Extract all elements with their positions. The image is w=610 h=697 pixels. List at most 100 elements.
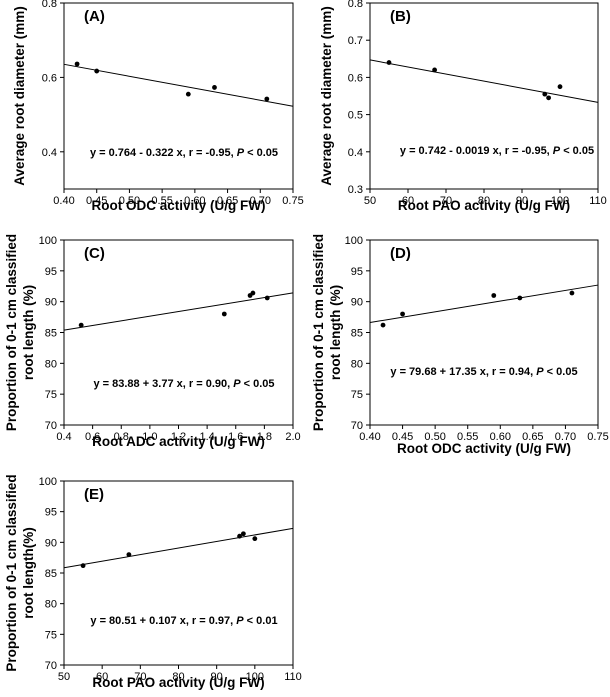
regression-line [369, 59, 599, 103]
equation-tail: < 0.05 [241, 378, 275, 390]
x-tick-label: 0.65 [217, 195, 238, 207]
x-tick-label: 1.8 [257, 431, 272, 443]
y-tick-label: 75 [45, 389, 57, 401]
regression-line [63, 63, 294, 107]
y-axis-label: Proportion of 0-1 cm classified root leng… [311, 234, 343, 431]
panel-label: (E) [84, 486, 104, 503]
x-axis-label: Root ODC activity (U/g FW) [397, 441, 571, 456]
y-axis-label-line: Proportion of 0-1 cm classified [311, 234, 326, 431]
x-tick-label: 1.4 [199, 431, 214, 443]
data-point [569, 290, 575, 296]
equation-p: P [536, 366, 544, 378]
x-tick-label: 0.75 [282, 195, 303, 207]
equation-main: y = 0.764 - 0.322 x, r = -0.95, [90, 147, 237, 159]
x-tick-label: 0.55 [457, 431, 478, 443]
panel-label: (C) [84, 245, 105, 262]
y-axis-label-line: Proportion of 0-1 cm classified [4, 234, 19, 431]
equation-p: P [233, 378, 241, 390]
x-tick-label: 0.75 [587, 431, 608, 443]
y-axis-label: Proportion of 0-1 cm classified root leng… [4, 234, 36, 431]
data-point [400, 311, 405, 317]
x-tick-label: 110 [589, 195, 607, 207]
plot-frame [369, 239, 599, 426]
y-tick-label: 0.4 [348, 147, 363, 159]
y-axis-label-line: Average root diameter (mm) [319, 6, 334, 186]
y-tick-label: 0.3 [348, 184, 363, 196]
y-tick-label: 80 [351, 358, 363, 370]
x-tick-label: 70 [134, 671, 146, 683]
equation-main: y = 83.88 + 3.77 x, r = 0.90, [93, 378, 233, 390]
equation-tail: < 0.05 [244, 147, 278, 159]
equation-p: P [553, 145, 561, 157]
y-tick-label: 70 [45, 420, 57, 432]
regression-equation: y = 80.51 + 0.107 x, r = 0.97, P < 0.01 [90, 615, 277, 627]
x-axis-label: Root ADC activity (U/g FW) [92, 434, 265, 449]
x-tick-label: 80 [478, 195, 490, 207]
regression-equation: y = 83.88 + 3.77 x, r = 0.90, P < 0.05 [93, 378, 274, 390]
y-axis-label: Average root diameter (mm) [12, 6, 27, 186]
x-tick-label: 1.0 [142, 431, 157, 443]
data-point [252, 536, 258, 542]
regression-line [369, 284, 599, 324]
y-axis-label-line: root length (%) [21, 285, 36, 380]
data-point [80, 563, 86, 569]
y-tick-label: 80 [45, 599, 57, 611]
x-tick-label: 0.65 [522, 431, 543, 443]
data-point [212, 85, 217, 90]
regression-line [63, 527, 294, 569]
data-point [94, 68, 100, 74]
data-point [221, 311, 227, 317]
y-tick-label: 90 [45, 297, 57, 309]
y-axis-label-line: Average root diameter (mm) [12, 6, 27, 186]
data-point [250, 290, 256, 296]
data-point [432, 67, 437, 73]
x-tick-label: 0.60 [184, 195, 205, 207]
equation-p: P [236, 615, 244, 627]
y-tick-label: 95 [351, 266, 363, 278]
x-tick-label: 1.2 [171, 431, 186, 443]
panel-label: (B) [390, 8, 411, 25]
y-tick-label: 0.8 [348, 0, 363, 10]
y-tick-label: 85 [45, 568, 57, 580]
panel-label: (D) [390, 245, 411, 262]
x-tick-label: 0.4 [56, 431, 71, 443]
x-tick-label: 0.45 [392, 431, 413, 443]
x-axis-label: Root PAO activity (U/g FW) [398, 198, 570, 213]
panel-b: 50 60 70 80 90 100 110 0.3 0.4 0.5 0.6 0.7 0.8 Root P… [319, 0, 607, 213]
data-point [126, 552, 132, 557]
regression-equation: y = 0.764 - 0.322 x, r = -0.95, P < 0.05 [90, 147, 278, 159]
x-tick-label: 0.60 [490, 431, 511, 443]
equation-p: P [237, 147, 245, 159]
y-tick-label: 80 [45, 358, 57, 370]
x-tick-label: 0.70 [250, 195, 271, 207]
x-tick-label: 90 [516, 195, 528, 207]
x-tick-label: 0.8 [114, 431, 129, 443]
equation-tail: < 0.05 [560, 145, 594, 157]
data-point [78, 322, 84, 328]
y-axis-label: Average root diameter (mm) [319, 6, 334, 186]
data-point [491, 293, 497, 298]
data-point [542, 91, 548, 97]
x-tick-label: 60 [96, 671, 108, 683]
x-tick-label: 0.55 [151, 195, 172, 207]
equation-main: y = 80.51 + 0.107 x, r = 0.97, [90, 615, 236, 627]
data-point [237, 533, 242, 539]
y-tick-label: 100 [39, 235, 57, 247]
data-point [240, 531, 246, 537]
x-tick-label: 80 [172, 671, 184, 683]
equation-tail: < 0.01 [244, 615, 278, 627]
panel-a: 0.40 0.45 0.50 0.55 0.60 0.65 0.70 0.75 0.4 0.6 0.… [12, 0, 304, 213]
y-tick-label: 90 [351, 297, 363, 309]
plot-frame [63, 239, 294, 426]
y-tick-label: 75 [45, 629, 57, 641]
x-axis-label: Root PAO activity (U/g FW) [92, 675, 264, 690]
y-tick-label: 0.6 [348, 72, 363, 84]
x-tick-label: 70 [440, 195, 452, 207]
y-tick-label: 85 [351, 328, 363, 340]
y-tick-label: 90 [45, 537, 57, 549]
data-point [264, 295, 270, 301]
y-tick-label: 0.8 [42, 0, 57, 10]
data-point [185, 91, 191, 97]
y-tick-label: 100 [39, 476, 57, 488]
